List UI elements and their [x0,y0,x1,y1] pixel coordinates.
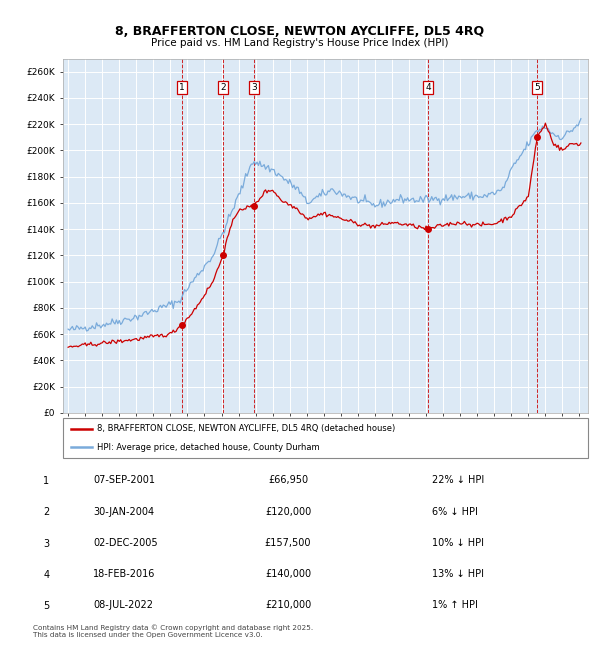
Text: 4: 4 [425,83,431,92]
Text: HPI: Average price, detached house, County Durham: HPI: Average price, detached house, Coun… [97,443,320,452]
Text: £120,000: £120,000 [265,506,311,517]
Text: 3: 3 [251,83,257,92]
Text: £157,500: £157,500 [265,538,311,548]
Text: 22% ↓ HPI: 22% ↓ HPI [432,475,484,486]
Text: Price paid vs. HM Land Registry's House Price Index (HPI): Price paid vs. HM Land Registry's House … [151,38,449,47]
Text: 1: 1 [179,83,185,92]
Text: 4: 4 [43,570,50,580]
Text: 1% ↑ HPI: 1% ↑ HPI [432,600,478,610]
Text: 13% ↓ HPI: 13% ↓ HPI [432,569,484,579]
Text: 18-FEB-2016: 18-FEB-2016 [93,569,155,579]
Text: Contains HM Land Registry data © Crown copyright and database right 2025.
This d: Contains HM Land Registry data © Crown c… [33,624,313,638]
Text: 02-DEC-2005: 02-DEC-2005 [93,538,158,548]
Text: 1: 1 [43,476,50,486]
Text: £66,950: £66,950 [268,475,308,486]
Text: 6% ↓ HPI: 6% ↓ HPI [432,506,478,517]
Text: 3: 3 [43,539,50,549]
Text: £140,000: £140,000 [265,569,311,579]
Text: 5: 5 [535,83,540,92]
Text: 8, BRAFFERTON CLOSE, NEWTON AYCLIFFE, DL5 4RQ (detached house): 8, BRAFFERTON CLOSE, NEWTON AYCLIFFE, DL… [97,424,395,434]
Text: 5: 5 [43,601,50,611]
Text: 30-JAN-2004: 30-JAN-2004 [93,506,154,517]
Text: 2: 2 [220,83,226,92]
Text: £210,000: £210,000 [265,600,311,610]
Text: 08-JUL-2022: 08-JUL-2022 [93,600,153,610]
Text: 2: 2 [43,508,50,517]
Text: 10% ↓ HPI: 10% ↓ HPI [432,538,484,548]
FancyBboxPatch shape [63,418,588,458]
Text: 07-SEP-2001: 07-SEP-2001 [93,475,155,486]
Text: 8, BRAFFERTON CLOSE, NEWTON AYCLIFFE, DL5 4RQ: 8, BRAFFERTON CLOSE, NEWTON AYCLIFFE, DL… [115,25,485,38]
